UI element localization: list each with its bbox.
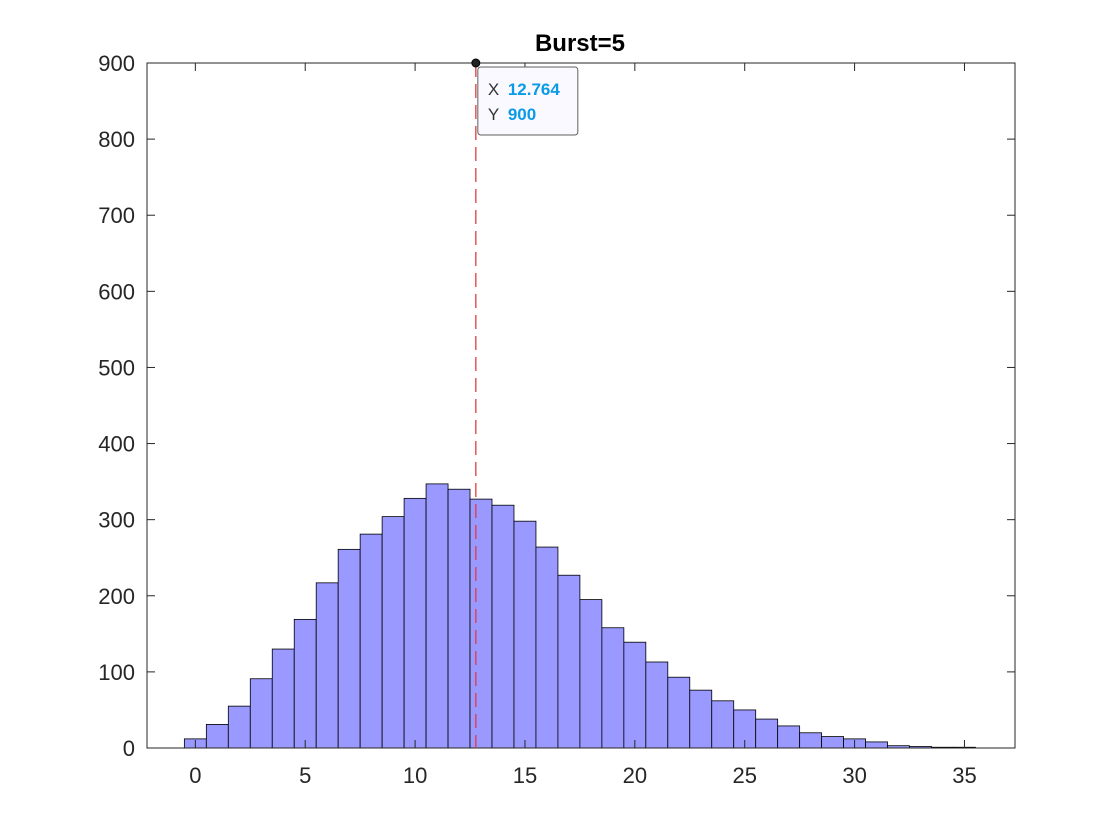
y-tick-label: 700 — [98, 203, 135, 228]
datatip-y-value: 900 — [508, 105, 536, 124]
y-tick-label: 300 — [98, 508, 135, 533]
histogram-bar — [689, 689, 713, 749]
histogram-bar — [403, 497, 427, 749]
y-tick-label: 600 — [98, 279, 135, 304]
y-tick-label: 200 — [98, 584, 135, 609]
x-tick-label: 30 — [842, 763, 866, 788]
histogram-bar — [711, 700, 735, 749]
histogram-bar — [293, 618, 317, 749]
histogram-bar — [425, 483, 449, 749]
datatip-marker[interactable] — [471, 58, 481, 68]
histogram-bar — [249, 678, 273, 749]
y-tick-label: 800 — [98, 127, 135, 152]
datatip-x-label: X — [488, 80, 499, 99]
histogram-bar — [227, 705, 251, 749]
y-tick-label: 0 — [123, 736, 135, 761]
chart-title: Burst=5 — [535, 30, 625, 57]
axis-ticks: 0 5 10 15 20 25 30 35 0 100 200 300 400 500 600 700 800 9… — [98, 51, 1015, 788]
y-tick-label: 900 — [98, 51, 135, 76]
datatip[interactable]: X 12.764 Y 900 — [471, 58, 579, 136]
x-tick-label: 25 — [732, 763, 756, 788]
histogram-bar — [601, 627, 625, 749]
x-tick-label: 20 — [623, 763, 647, 788]
histogram-bar — [799, 732, 823, 749]
histogram-bar — [557, 574, 581, 749]
histogram-bar — [865, 741, 888, 749]
datatip-y-label: Y — [488, 105, 499, 124]
histogram-bar — [359, 533, 383, 749]
histogram-bar — [381, 516, 405, 749]
y-tick-label: 500 — [98, 355, 135, 380]
histogram-bar — [821, 736, 844, 749]
histogram-bars — [183, 483, 976, 749]
histogram-bar — [777, 725, 801, 749]
x-tick-label: 15 — [513, 763, 537, 788]
y-tick-label: 100 — [98, 660, 135, 685]
histogram-bar — [535, 546, 559, 749]
histogram-bar — [491, 504, 515, 749]
datatip-x-value: 12.764 — [508, 80, 561, 99]
histogram-bar — [579, 599, 603, 749]
histogram-bar — [447, 488, 471, 749]
histogram-bar — [337, 548, 361, 749]
histogram-bar — [271, 648, 295, 749]
histogram-bar — [469, 498, 493, 749]
x-tick-label: 0 — [189, 763, 201, 788]
histogram-bar — [667, 676, 691, 749]
plot-area-border — [146, 62, 1016, 749]
histogram-bar — [645, 661, 669, 749]
histogram-bar — [755, 718, 779, 749]
datatip-box — [477, 66, 579, 136]
histogram-bar — [205, 724, 229, 749]
histogram-bar — [623, 641, 647, 749]
x-tick-label: 5 — [299, 763, 311, 788]
y-tick-label: 400 — [98, 432, 135, 457]
histogram-bar — [513, 520, 537, 749]
x-tick-label: 35 — [952, 763, 976, 788]
histogram-bar — [315, 582, 339, 749]
x-tick-label: 10 — [403, 763, 427, 788]
